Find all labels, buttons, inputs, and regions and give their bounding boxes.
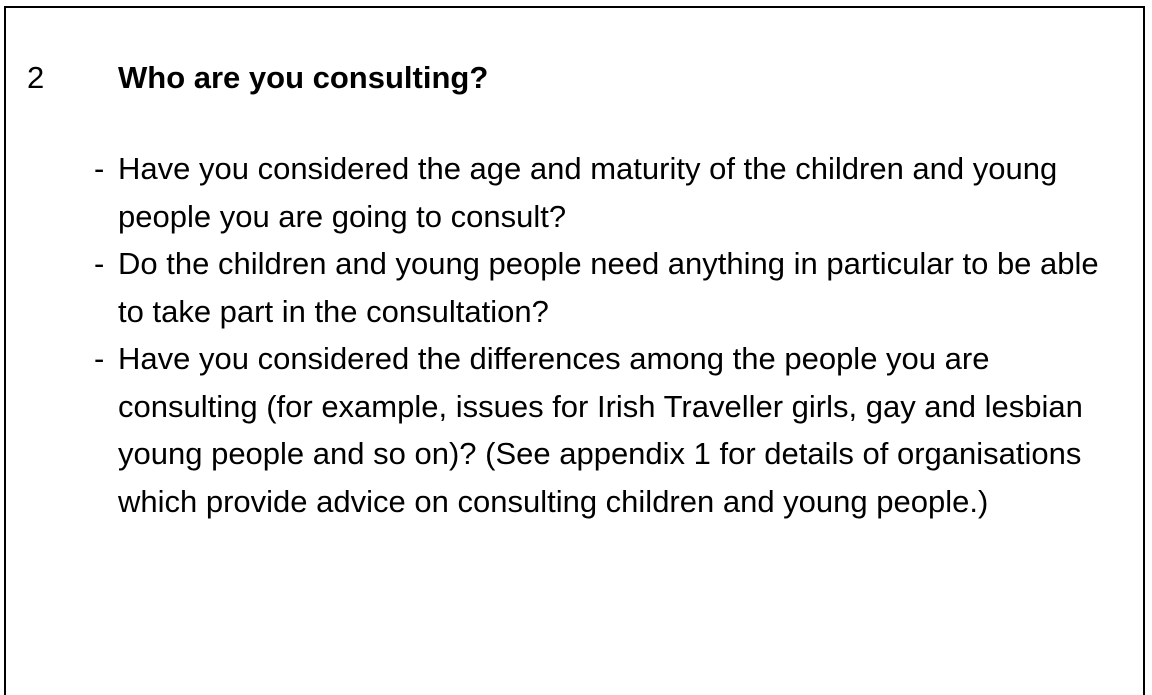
- bullet-dash: -: [94, 151, 105, 186]
- question-text: Do the children and young people need an…: [118, 246, 1099, 329]
- question-text: Have you considered the age and maturity…: [118, 151, 1058, 234]
- section-number: 2: [27, 60, 45, 95]
- section-heading: Who are you consulting?: [118, 60, 489, 95]
- section-box: [4, 6, 1145, 695]
- question-item: - Do the children and young people need a…: [0, 240, 1118, 335]
- question-text: Have you considered the differences amon…: [118, 341, 1083, 519]
- question-item: - Have you considered the differences amo…: [0, 335, 1118, 525]
- question-item: - Have you considered the age and maturit…: [0, 145, 1118, 240]
- question-list: - Have you considered the age and maturit…: [0, 145, 1118, 525]
- bullet-dash: -: [94, 246, 105, 281]
- bullet-dash: -: [94, 341, 105, 376]
